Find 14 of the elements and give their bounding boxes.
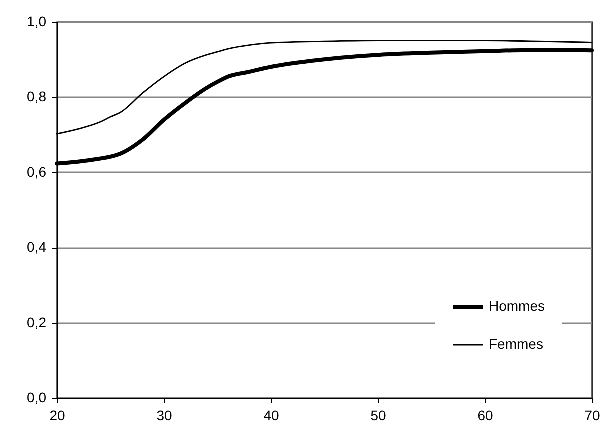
- x-tick-label: 50: [370, 408, 386, 424]
- x-tick-label: 70: [584, 408, 600, 424]
- legend-label: Hommes: [489, 298, 546, 314]
- y-tick-label: 0,0: [27, 390, 47, 406]
- x-tick-label: 60: [478, 408, 494, 424]
- legend-label: Femmes: [489, 336, 544, 352]
- y-tick-label: 0,6: [27, 164, 47, 180]
- y-tick-label: 0,8: [27, 88, 47, 105]
- y-tick-label: 0,2: [27, 314, 47, 330]
- x-tick-label: 20: [50, 408, 66, 424]
- y-tick-label: 0,4: [27, 239, 47, 256]
- x-tick-label: 30: [156, 408, 172, 424]
- y-tick-label: 1,0: [27, 14, 47, 30]
- x-tick-label: 40: [264, 408, 280, 424]
